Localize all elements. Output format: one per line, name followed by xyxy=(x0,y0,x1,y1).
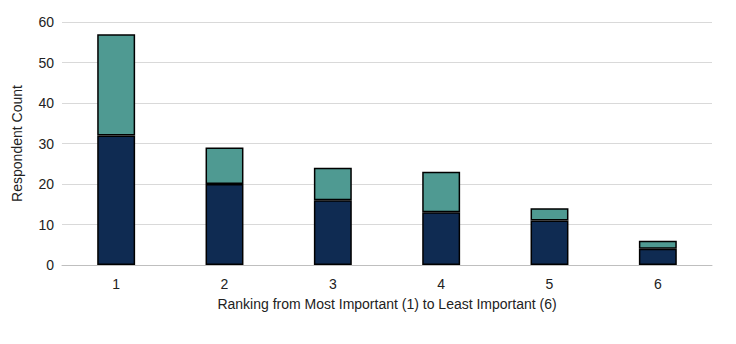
svg-text:2: 2 xyxy=(221,276,229,292)
svg-text:60: 60 xyxy=(38,14,54,30)
svg-text:4: 4 xyxy=(437,276,445,292)
svg-text:6: 6 xyxy=(654,276,662,292)
svg-text:30: 30 xyxy=(38,136,54,152)
svg-text:Ranking from Most Important (1: Ranking from Most Important (1) to Least… xyxy=(217,296,556,312)
svg-text:10: 10 xyxy=(38,217,54,233)
svg-text:1: 1 xyxy=(112,276,120,292)
svg-text:0: 0 xyxy=(46,257,54,273)
svg-text:5: 5 xyxy=(546,276,554,292)
svg-text:50: 50 xyxy=(38,55,54,71)
svg-text:Respondent Count: Respondent Count xyxy=(9,85,25,202)
svg-text:20: 20 xyxy=(38,176,54,192)
svg-text:40: 40 xyxy=(38,95,54,111)
svg-text:3: 3 xyxy=(329,276,337,292)
